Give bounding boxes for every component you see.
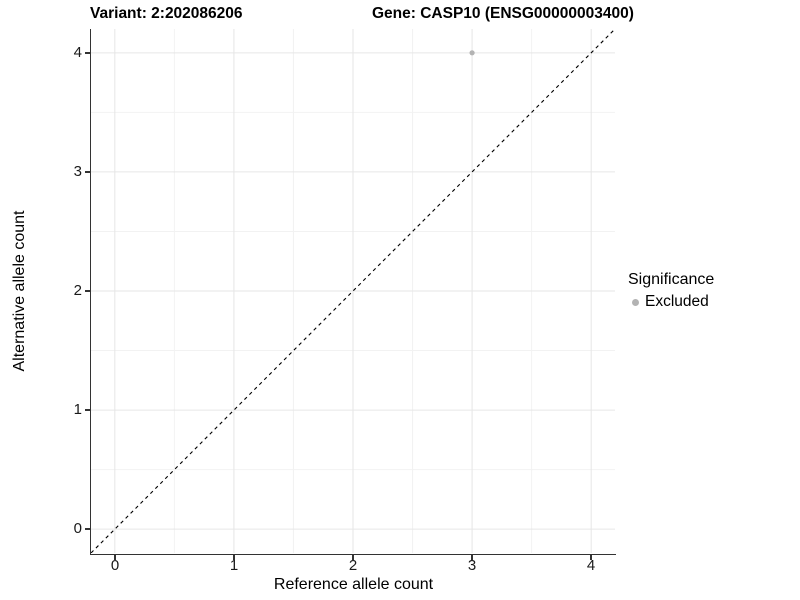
- legend-item-excluded: Excluded: [628, 293, 714, 311]
- x-axis-tick: [471, 555, 473, 560]
- x-tick-label: 1: [229, 557, 239, 574]
- legend-title: Significance: [628, 271, 715, 288]
- y-tick-label: 0: [73, 520, 82, 537]
- plot-title-variant: Variant: 2:202086206: [90, 5, 243, 22]
- legend-item-label: Excluded: [645, 293, 709, 310]
- x-tick-label: 2: [348, 557, 358, 574]
- y-axis-title: Alternative allele count: [11, 210, 28, 372]
- y-tick-label: 2: [73, 282, 82, 299]
- plot-title-gene: Gene: CASP10 (ENSG00000003400): [372, 5, 634, 22]
- x-axis-tick: [114, 555, 116, 560]
- y-axis-tick: [85, 409, 90, 411]
- x-tick-label: 0: [110, 557, 120, 574]
- y-tick-label: 4: [73, 44, 82, 61]
- x-axis-tick: [590, 555, 592, 560]
- plot-panel: [90, 29, 616, 555]
- x-axis-tick: [233, 555, 235, 560]
- excluded-point-icon: [632, 298, 639, 306]
- legend: Significance Excluded: [628, 270, 714, 311]
- y-axis-tick: [85, 528, 90, 530]
- y-tick-label: 3: [73, 163, 82, 180]
- x-tick-label: 4: [586, 557, 596, 574]
- plot-canvas: [91, 29, 615, 553]
- x-axis-title: Reference allele count: [273, 576, 434, 593]
- x-axis-tick: [352, 555, 354, 560]
- y-axis-tick: [85, 171, 90, 173]
- y-tick-label: 1: [73, 401, 82, 418]
- y-axis-tick: [85, 52, 90, 54]
- x-tick-label: 3: [467, 557, 477, 574]
- data-point: [469, 50, 475, 56]
- y-axis-tick: [85, 290, 90, 292]
